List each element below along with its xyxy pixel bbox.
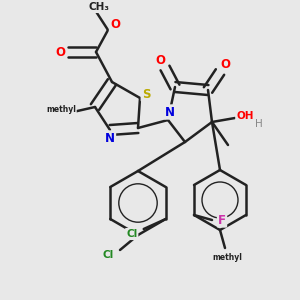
Text: O: O: [55, 46, 65, 59]
Text: H: H: [255, 119, 263, 129]
Text: N: N: [105, 131, 115, 145]
Text: F: F: [218, 214, 226, 226]
Text: O: O: [155, 53, 165, 67]
Text: N: N: [165, 106, 175, 118]
Text: Cl: Cl: [126, 229, 137, 239]
Text: O: O: [110, 19, 120, 32]
Text: Cl: Cl: [102, 250, 114, 260]
Text: CH₃: CH₃: [88, 2, 110, 12]
Text: OH: OH: [236, 111, 254, 121]
Text: methyl: methyl: [212, 254, 242, 262]
Text: O: O: [220, 58, 230, 70]
Text: S: S: [142, 88, 150, 100]
Text: methyl: methyl: [46, 106, 76, 115]
